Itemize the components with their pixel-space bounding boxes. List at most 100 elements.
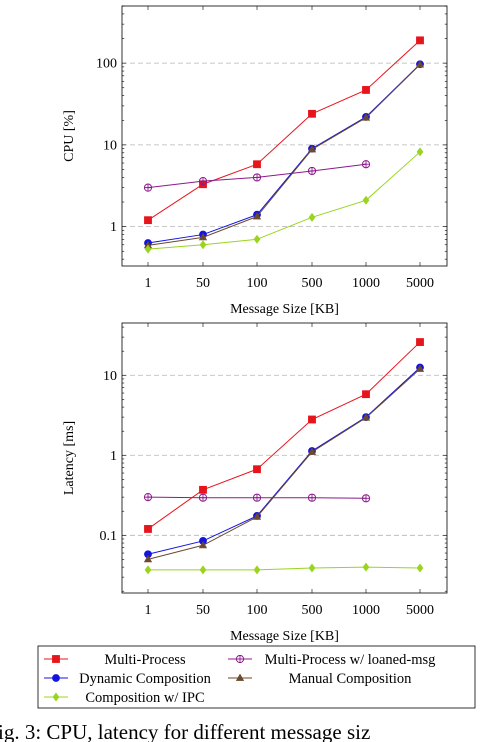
data-point [362, 562, 370, 572]
data-point [361, 494, 371, 503]
y-tick-label: 10 [103, 369, 117, 384]
data-point-cross [199, 494, 207, 502]
data-point [252, 512, 262, 520]
x-tick-label: 50 [196, 603, 210, 618]
series-dynamic-composition [144, 363, 424, 559]
cpu-chart: 1 10 100 1 50 100 500 1000 5000 Message Size [KB]… [62, 5, 448, 317]
x-tick-label: 1 [145, 603, 152, 618]
series-line [147, 368, 421, 560]
y-tick-label: 100 [96, 57, 117, 72]
data-point [143, 554, 153, 563]
data-point [252, 493, 262, 502]
legend-entry-dynamic-composition: Dynamic Composition [44, 671, 212, 687]
legend-entry-manual-composition: Manual Composition [228, 671, 412, 687]
data-point [253, 565, 261, 575]
data-point [415, 60, 425, 68]
data-point [144, 565, 152, 575]
x-tick-label: 5000 [406, 276, 434, 291]
x-tick-label: 1000 [352, 276, 380, 291]
series-multi-process-w-loaned-msg [143, 493, 371, 503]
data-point [253, 465, 261, 474]
legend-entry-multi-process-w-loaned-msg: Multi-Process w/ loaned-msg [228, 652, 435, 668]
legend-label: Multi-Process [104, 652, 186, 668]
data-point [198, 177, 208, 186]
legend-marker [52, 674, 60, 682]
x-tick-label: 500 [302, 603, 323, 618]
legend-box [37, 645, 476, 709]
data-point [253, 234, 261, 244]
data-point [198, 493, 208, 502]
data-point [307, 493, 317, 502]
legend-entry-composition-w-ipc: Composition w/ IPC [44, 690, 205, 706]
y-minor-ticks [122, 326, 447, 592]
x-tick-label: 500 [302, 276, 323, 291]
y-tick-label: 0.1 [100, 529, 118, 544]
data-point-cross [144, 493, 152, 501]
figure-caption: ig. 3: CPU, latency for different messag… [0, 720, 370, 742]
series-line [147, 64, 421, 246]
data-point [308, 109, 316, 118]
y-tick-label: 1 [110, 220, 117, 235]
data-point [144, 244, 152, 254]
data-point [144, 216, 152, 225]
data-point [199, 485, 207, 494]
data-point [416, 563, 424, 573]
data-point [361, 160, 371, 169]
data-point [416, 147, 424, 157]
series-dynamic-composition [144, 60, 424, 247]
data-point [308, 212, 316, 222]
data-point [415, 364, 425, 372]
data-point-cross [362, 494, 370, 502]
data-point [362, 195, 370, 205]
plot-frame [121, 5, 448, 267]
y-tick-label: 1 [110, 449, 117, 464]
legend-label: Manual Composition [289, 671, 413, 687]
y-axis-label: Latency [ms] [62, 421, 77, 495]
x-tick-label: 50 [196, 276, 210, 291]
x-tick-label: 5000 [406, 603, 434, 618]
data-point-cross [308, 494, 316, 502]
data-point [253, 160, 261, 169]
series-line [147, 63, 421, 244]
x-tick-label: 1000 [352, 603, 380, 618]
data-point [199, 240, 207, 250]
legend-label: Composition w/ IPC [85, 690, 204, 706]
series-multi-process [144, 338, 424, 533]
series-composition-w-ipc [144, 147, 424, 254]
data-point [362, 86, 370, 94]
data-point-cross [144, 184, 152, 192]
legend-marker [235, 673, 245, 681]
series-line [148, 566, 421, 571]
series-composition-w-ipc [144, 562, 424, 575]
data-point [362, 390, 370, 399]
x-axis-label: Message Size [KB] [230, 629, 339, 644]
series-line [147, 341, 421, 530]
x-axis-label: Message Size [KB] [230, 302, 339, 317]
legend-marker [52, 692, 60, 702]
data-point-cross [308, 167, 316, 175]
data-point-cross [199, 177, 207, 185]
data-point [252, 173, 262, 182]
data-point-cross [253, 494, 261, 502]
legend-marker-cross [236, 655, 244, 663]
latency-chart: 0.1 1 10 1 50 100 500 1000 5000 Message Size [KB]… [62, 322, 448, 644]
legend-label: Dynamic Composition [79, 671, 211, 687]
x-tick-label: 100 [247, 276, 268, 291]
data-point [143, 183, 153, 192]
data-point [361, 113, 371, 121]
data-point [252, 212, 262, 220]
data-point [307, 166, 317, 176]
series-line [147, 367, 421, 555]
data-point [307, 447, 317, 455]
legend-entry-multi-process: Multi-Process [44, 652, 186, 668]
data-point [199, 565, 207, 575]
data-point [307, 145, 317, 153]
series-line [147, 151, 421, 250]
x-tick-label: 1 [145, 276, 152, 291]
data-point [198, 232, 208, 241]
y-tick-label: 10 [103, 138, 117, 153]
data-point [308, 415, 316, 424]
data-point [198, 540, 208, 549]
data-point [416, 36, 424, 45]
